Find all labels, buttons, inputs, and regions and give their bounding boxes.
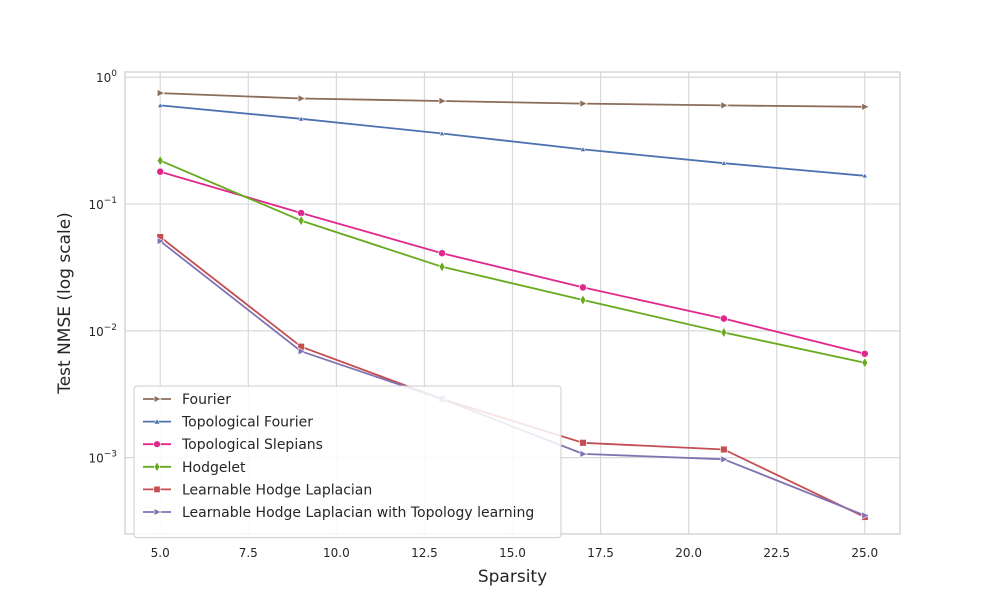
x-axis-label: Sparsity bbox=[478, 567, 547, 587]
marker bbox=[438, 130, 446, 136]
marker bbox=[861, 102, 870, 111]
marker bbox=[297, 94, 307, 103]
series-line bbox=[159, 170, 866, 355]
legend-item: Hodgelet bbox=[143, 460, 246, 476]
legend-label: Learnable Hodge Laplacian bbox=[182, 482, 372, 498]
legend-item: Topological Slepians bbox=[143, 437, 323, 453]
marker bbox=[861, 357, 869, 369]
legend-item: Learnable Hodge Laplacian with Topology … bbox=[143, 505, 534, 521]
marker bbox=[579, 146, 587, 152]
x-tick-label: 7.5 bbox=[239, 546, 258, 560]
marker bbox=[438, 96, 447, 106]
legend-item: Learnable Hodge Laplacian bbox=[143, 482, 372, 498]
x-tick-label: 12.5 bbox=[411, 546, 438, 560]
x-tick-label: 22.5 bbox=[763, 546, 790, 560]
marker bbox=[156, 237, 166, 246]
series-line bbox=[160, 92, 865, 108]
x-tick-label: 17.5 bbox=[587, 546, 614, 560]
marker bbox=[156, 154, 164, 167]
marker bbox=[153, 440, 161, 448]
legend-label: Fourier bbox=[182, 392, 231, 408]
marker bbox=[297, 347, 307, 356]
marker bbox=[579, 439, 587, 447]
marker bbox=[153, 508, 162, 516]
marker bbox=[438, 261, 446, 273]
x-tick-label: 15.0 bbox=[499, 546, 526, 560]
legend-label: Hodgelet bbox=[182, 460, 246, 476]
marker bbox=[720, 326, 728, 339]
marker bbox=[438, 249, 446, 258]
marker bbox=[579, 283, 587, 292]
marker bbox=[861, 511, 870, 520]
marker bbox=[579, 449, 588, 458]
legend-item: Topological Fourier bbox=[143, 415, 313, 431]
y-tick-label: 10−3 bbox=[88, 450, 117, 466]
series-line bbox=[159, 159, 865, 364]
marker bbox=[720, 159, 728, 166]
marker bbox=[153, 461, 161, 473]
tick-labels: 5.0 7.5 10.0 12.5 15.0 17.5 20.0 22.5 25.0 100 10−… bbox=[88, 69, 878, 560]
x-tick-label: 20.0 bbox=[675, 546, 702, 560]
marker bbox=[719, 314, 728, 323]
marker bbox=[861, 172, 868, 179]
x-tick-label: 25.0 bbox=[851, 546, 878, 560]
marker bbox=[579, 99, 588, 108]
marker bbox=[153, 485, 161, 493]
marker bbox=[297, 115, 305, 122]
series bbox=[157, 102, 868, 179]
marker bbox=[156, 167, 165, 176]
legend-label: Learnable Hodge Laplacian with Topology … bbox=[182, 505, 534, 521]
marker bbox=[720, 445, 728, 454]
y-tick-label: 10−1 bbox=[88, 196, 117, 212]
series bbox=[156, 89, 870, 111]
x-tick-label: 5.0 bbox=[151, 546, 170, 560]
marker bbox=[297, 214, 305, 227]
legend-item: Fourier bbox=[143, 392, 231, 408]
marker bbox=[720, 101, 729, 110]
marker bbox=[157, 102, 164, 108]
y-tick-label: 10−2 bbox=[88, 323, 117, 339]
series-line bbox=[160, 104, 865, 177]
marker bbox=[579, 294, 587, 306]
y-axis-label: Test NMSE (log scale) bbox=[55, 212, 75, 395]
marker bbox=[153, 395, 162, 403]
series-lines bbox=[156, 89, 870, 521]
legend-label: Topological Slepians bbox=[181, 437, 323, 453]
marker bbox=[720, 455, 729, 464]
series bbox=[156, 154, 869, 369]
marker bbox=[153, 417, 161, 425]
marker bbox=[156, 89, 166, 98]
legend-box bbox=[133, 385, 562, 539]
legend-label: Topological Fourier bbox=[181, 415, 313, 431]
series bbox=[156, 167, 869, 358]
legend: Fourier Topological Fourier Topological Sl… bbox=[133, 385, 562, 539]
x-tick-label: 10.0 bbox=[323, 546, 350, 560]
marker bbox=[860, 349, 869, 358]
y-tick-label: 100 bbox=[96, 69, 117, 85]
